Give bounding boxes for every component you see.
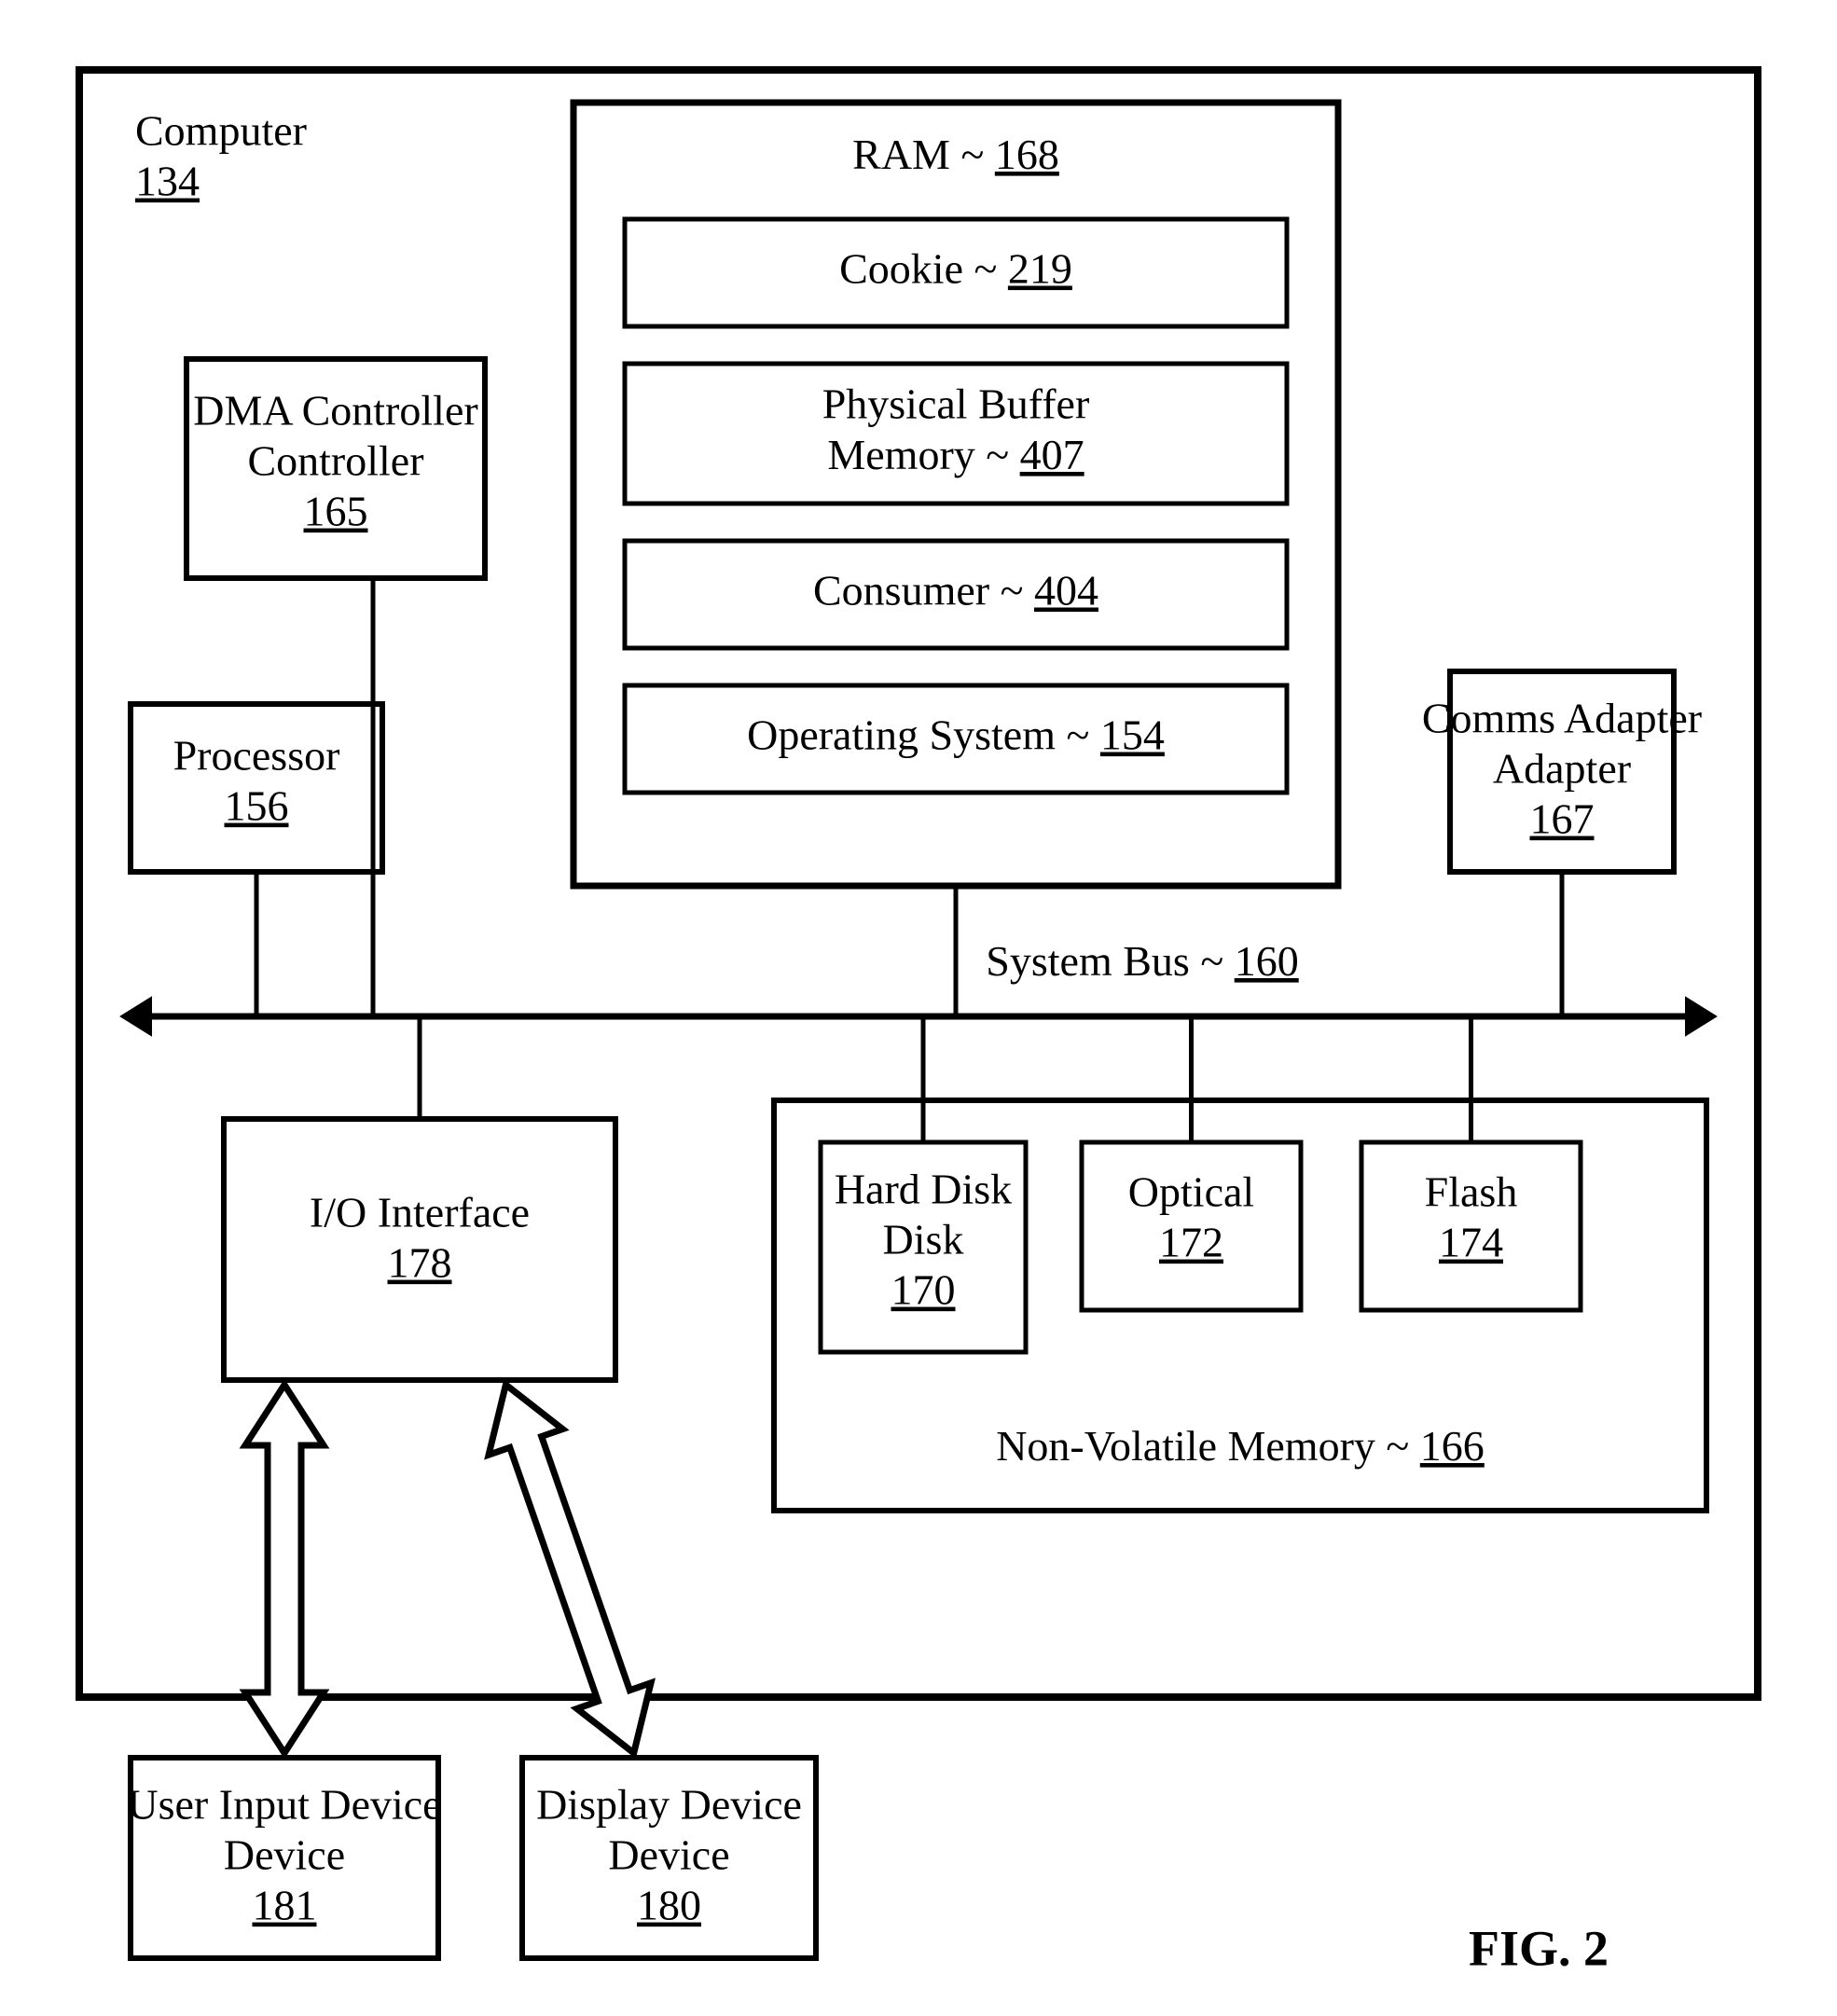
io-label: I/O Interface (310, 1189, 530, 1236)
figure-caption: FIG. 2 (1469, 1920, 1609, 1976)
cookie-label: Cookie ~ 219 (839, 244, 1072, 292)
nvm-label: Non-Volatile Memory ~ 166 (996, 1422, 1485, 1470)
dma-label: DMA Controller (193, 387, 477, 435)
comms-label: Adapter (1493, 745, 1631, 793)
flash-label: Flash (1425, 1168, 1518, 1216)
hdd-label: Disk (883, 1216, 964, 1263)
consumer-label: Consumer ~ 404 (813, 566, 1098, 614)
io-ref: 178 (388, 1239, 452, 1287)
processor-label: Processor (173, 732, 340, 780)
os-label: Operating System ~ 154 (747, 711, 1165, 758)
processor-ref: 156 (225, 782, 289, 830)
optical-ref: 172 (1159, 1219, 1223, 1266)
display-label: Display Device (536, 1781, 802, 1829)
hdd-ref: 170 (891, 1266, 956, 1314)
buffer-label-1: Physical Buffer (822, 380, 1090, 428)
dma-ref: 165 (304, 488, 368, 535)
userinput-label: Device (224, 1831, 345, 1879)
buffer-label-2: Memory ~ 407 (827, 431, 1084, 478)
userinput-label: User Input Device (127, 1781, 441, 1829)
flash-ref: 174 (1439, 1219, 1503, 1266)
optical-label: Optical (1128, 1168, 1254, 1216)
comms-label: Comms Adapter (1422, 695, 1702, 742)
hdd-label: Hard Disk (835, 1166, 1012, 1213)
ram-title: RAM ~ 168 (852, 131, 1059, 178)
dma-label: Controller (247, 437, 423, 485)
bus-label: System Bus ~ 160 (986, 937, 1298, 985)
display-ref: 180 (637, 1882, 701, 1929)
display-label: Device (608, 1831, 729, 1879)
userinput-ref: 181 (253, 1882, 317, 1929)
computer-ref: 134 (135, 158, 200, 205)
comms-ref: 167 (1530, 795, 1595, 843)
computer-label: Computer (135, 107, 307, 155)
